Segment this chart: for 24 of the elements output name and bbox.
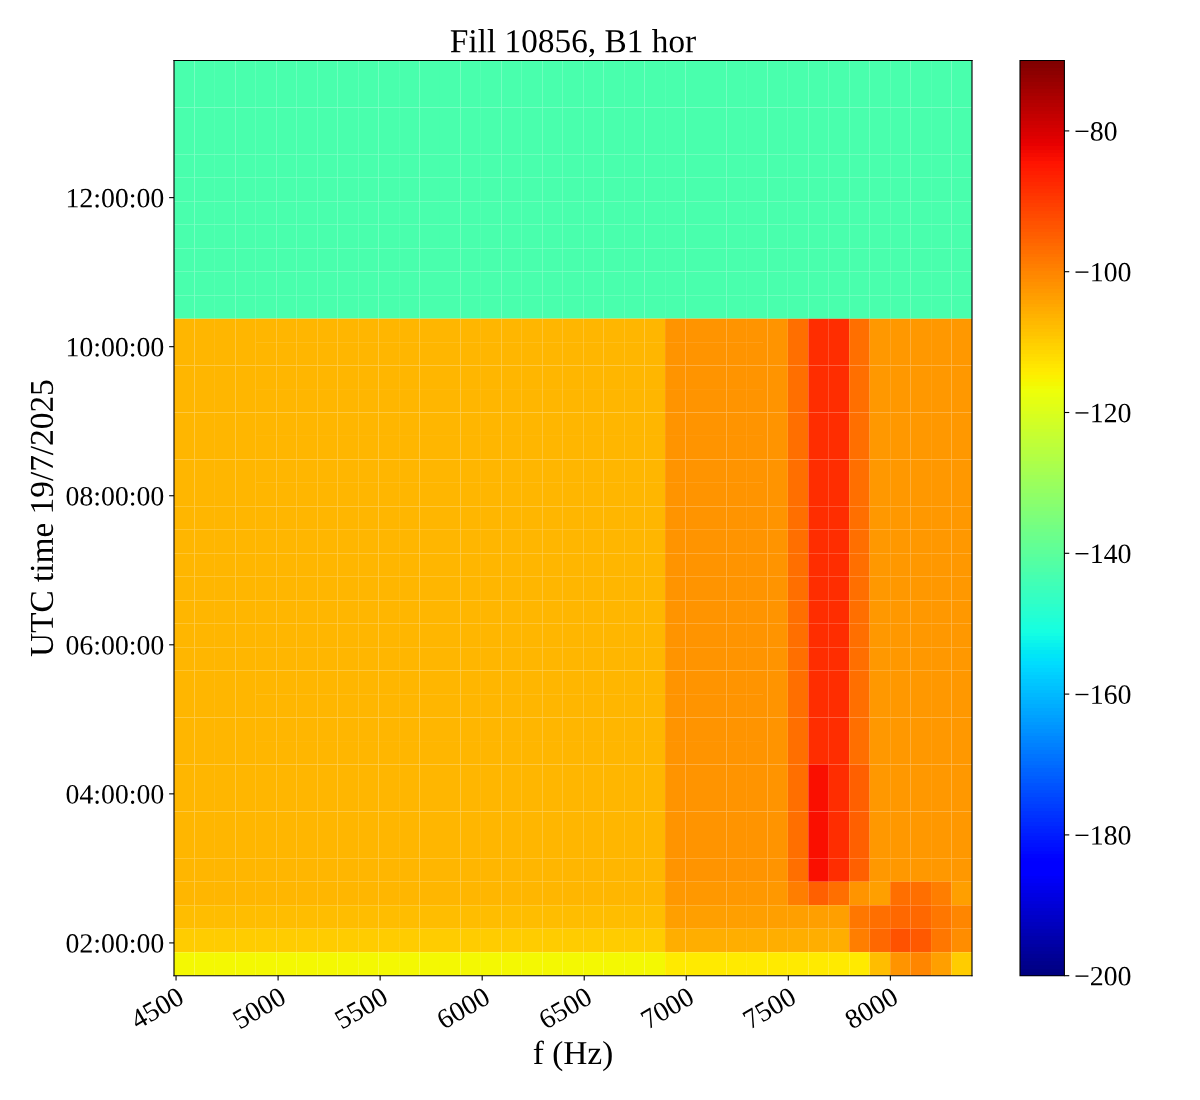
x-tick-label: 6000 (435, 986, 492, 1030)
x-tick-label: 5000 (231, 986, 287, 1030)
x-tick-label: 6500 (537, 986, 594, 1030)
x-tick-label: 7500 (742, 986, 798, 1030)
x-tick-label: 8000 (843, 986, 900, 1030)
color-bar-label: −80 (1075, 122, 1117, 141)
color-bar-label: −200 (1075, 966, 1131, 986)
color-bar-label: −180 (1075, 826, 1131, 845)
color-bar-label: −120 (1075, 403, 1131, 423)
y-tick-label: 10:00:00 (67, 337, 164, 357)
color-bar-label: −100 (1075, 262, 1131, 282)
x-tick-label: 5500 (333, 986, 389, 1030)
x-tick-label: 4500 (128, 986, 185, 1030)
color-bar-label: −160 (1075, 685, 1131, 705)
y-tick-label: 06:00:00 (66, 635, 164, 655)
y-axis-title: UTC time 19/7/2025 (30, 380, 54, 657)
color-bar-label: −140 (1075, 544, 1131, 564)
y-tick-label: 02:00:00 (66, 934, 164, 953)
y-tick-label: 04:00:00 (66, 785, 164, 804)
x-tick-label: 7000 (640, 986, 696, 1030)
y-tick-label: 08:00:00 (66, 486, 164, 506)
chart-title: Fill 10856, B1 hor (450, 29, 696, 58)
x-axis-title: f (Hz) (533, 1040, 612, 1072)
y-tick-label: 12:00:00 (67, 188, 164, 208)
